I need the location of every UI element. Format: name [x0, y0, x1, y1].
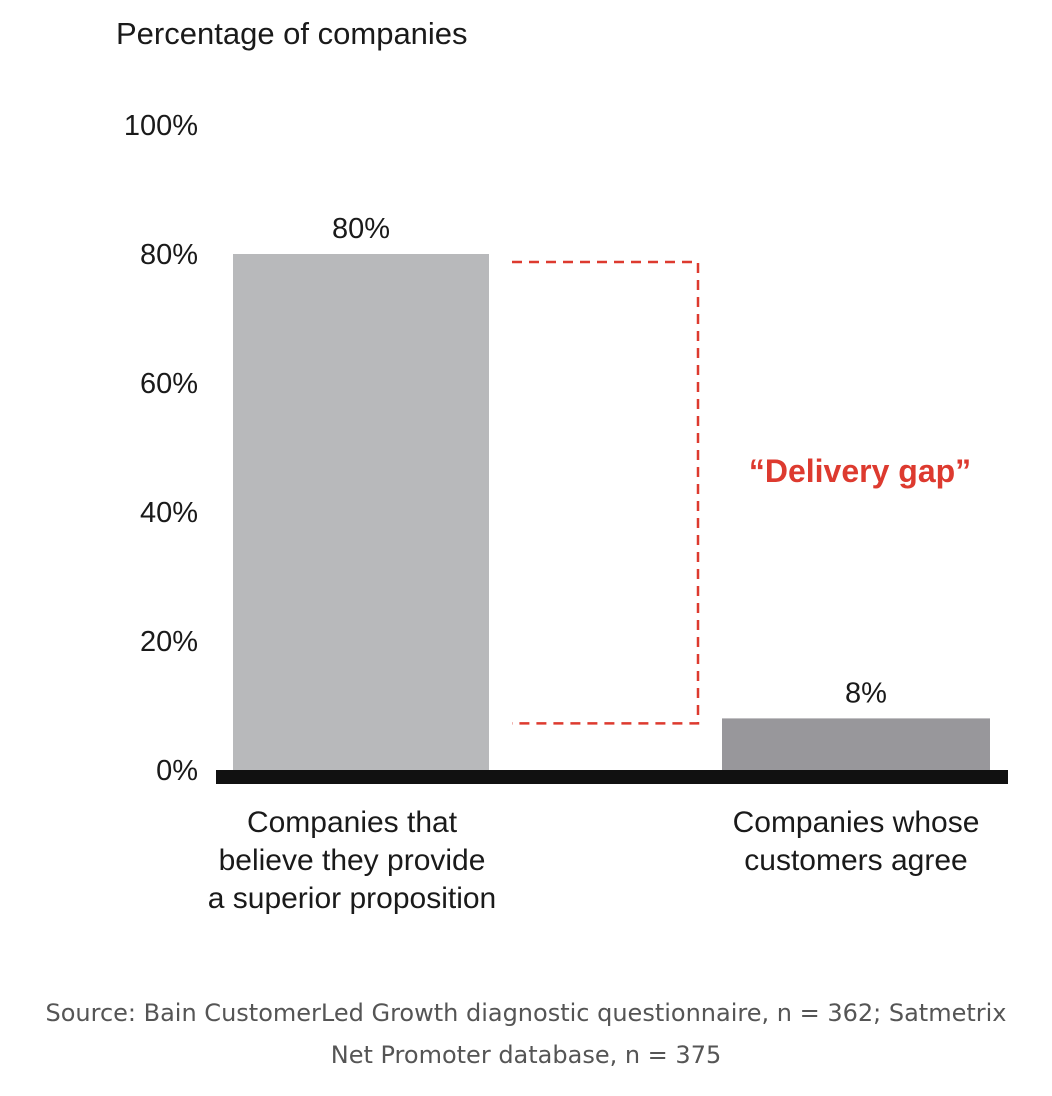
y-tick-label: 0% [156, 755, 198, 787]
bar [722, 718, 990, 770]
bar-value-label: 8% [845, 677, 887, 709]
category-label: Companies that believe they provide a supe… [208, 806, 497, 915]
delivery-gap-label: “Delivery gap” [749, 453, 971, 489]
category-labels: Companies that believe they provide a supe… [208, 806, 980, 915]
category-label-line: believe they provide [219, 844, 486, 877]
x-axis-baseline [216, 770, 1008, 784]
bar [233, 254, 489, 770]
y-tick-label: 80% [140, 239, 198, 271]
source-line-1: Source: Bain CustomerLed Growth diagnost… [45, 999, 1007, 1027]
category-label-line: customers agree [744, 844, 967, 877]
bar-value-label: 80% [332, 213, 390, 245]
y-axis-title: Percentage of companies [116, 16, 468, 51]
source-line-2: Net Promoter database, n = 375 [330, 1041, 722, 1069]
bar-chart: Percentage of companies 0% 20% 40% 60% 80% 10… [116, 16, 1008, 915]
y-tick-label: 40% [140, 497, 198, 529]
y-tick-label: 100% [124, 110, 198, 142]
category-label-line: Companies that [247, 806, 458, 839]
source-note: Source: Bain CustomerLed Growth diagnost… [0, 992, 1052, 1076]
category-label-line: Companies whose [733, 806, 980, 839]
y-tick-label: 60% [140, 368, 198, 400]
category-label: Companies whose customers agree [733, 806, 980, 877]
delivery-gap-bracket: “Delivery gap” [512, 260, 971, 725]
y-axis-ticks: 0% 20% 40% 60% 80% 100% [124, 110, 198, 787]
delivery-gap-line [512, 260, 700, 725]
y-tick-label: 20% [140, 626, 198, 658]
category-label-line: a superior proposition [208, 882, 497, 915]
bars: 80% 8% [233, 213, 990, 770]
